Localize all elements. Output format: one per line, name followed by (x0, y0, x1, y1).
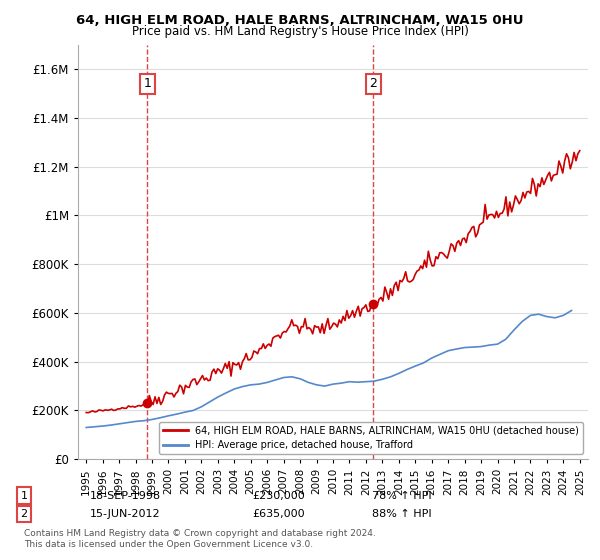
Text: 88% ↑ HPI: 88% ↑ HPI (372, 509, 431, 519)
Text: Contains HM Land Registry data © Crown copyright and database right 2024.: Contains HM Land Registry data © Crown c… (24, 529, 376, 538)
Text: 1: 1 (20, 491, 28, 501)
Text: This data is licensed under the Open Government Licence v3.0.: This data is licensed under the Open Gov… (24, 540, 313, 549)
Text: £230,000: £230,000 (252, 491, 305, 501)
Text: 18-SEP-1998: 18-SEP-1998 (90, 491, 161, 501)
Text: 78% ↑ HPI: 78% ↑ HPI (372, 491, 431, 501)
Text: Price paid vs. HM Land Registry's House Price Index (HPI): Price paid vs. HM Land Registry's House … (131, 25, 469, 38)
Text: 64, HIGH ELM ROAD, HALE BARNS, ALTRINCHAM, WA15 0HU: 64, HIGH ELM ROAD, HALE BARNS, ALTRINCHA… (76, 14, 524, 27)
Text: 1: 1 (143, 77, 151, 90)
Text: 2: 2 (20, 509, 28, 519)
Text: £635,000: £635,000 (252, 509, 305, 519)
Text: 15-JUN-2012: 15-JUN-2012 (90, 509, 161, 519)
Legend: 64, HIGH ELM ROAD, HALE BARNS, ALTRINCHAM, WA15 0HU (detached house), HPI: Avera: 64, HIGH ELM ROAD, HALE BARNS, ALTRINCHA… (160, 422, 583, 454)
Text: 2: 2 (370, 77, 377, 90)
